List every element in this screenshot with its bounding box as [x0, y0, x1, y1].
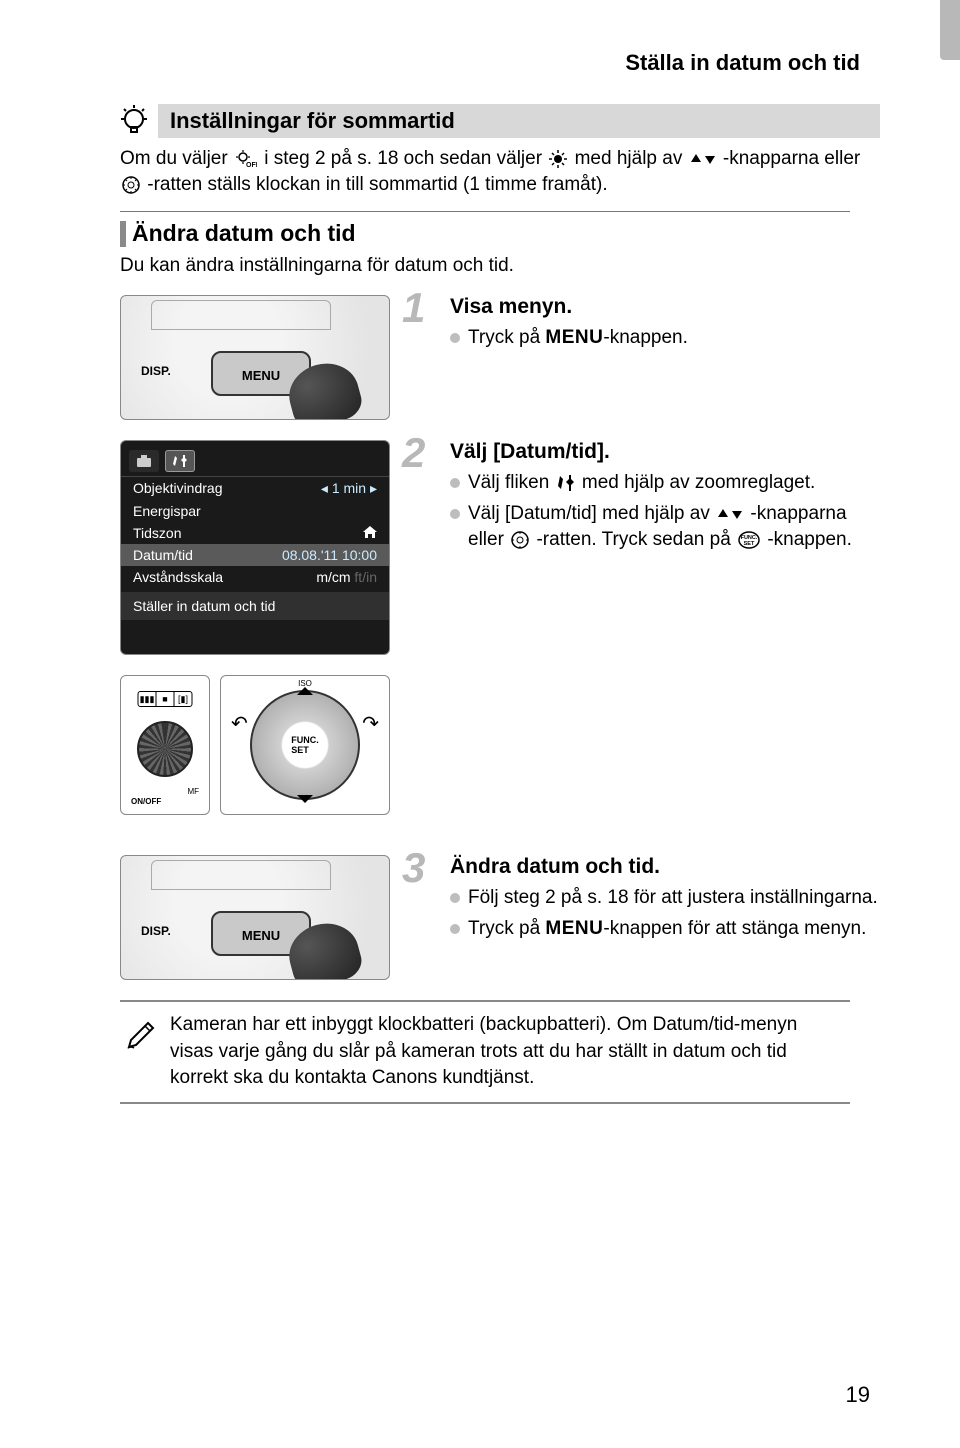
step-3-bullet-2: Tryck på MENU-knappen för att stänga men…	[450, 916, 880, 943]
bullet-icon	[450, 924, 460, 934]
note-text: Kameran har ett inbyggt klockbatteri (ba…	[170, 1014, 797, 1088]
bullet-text: Välj fliken	[468, 472, 555, 493]
bullet-text: Välj [Datum/tid] med hjälp av	[468, 503, 715, 524]
bullet-text: -ratten. Tryck sedan på	[536, 529, 736, 550]
bullet-icon	[450, 509, 460, 519]
dial-icon	[122, 176, 140, 194]
step-number-2: 2	[402, 432, 425, 474]
menu-label: MENU	[545, 327, 603, 348]
bullet-icon	[450, 478, 460, 488]
func-set-icon: FUNC.SET	[738, 531, 760, 549]
tip-text-3: med hjälp av	[575, 148, 688, 169]
tip-title: Inställningar för sommartid	[158, 104, 880, 138]
bullet-text: -knappen.	[767, 529, 852, 550]
zoom-dial-image: ▮▮▮■[▮] ON/OFF MF	[120, 675, 210, 815]
bullet-text: -knappen.	[603, 327, 688, 348]
step-1: DISP. MENU 1 Visa menyn. Tryck på MENU-k…	[120, 295, 880, 420]
subsection-bar	[120, 221, 126, 247]
home-icon	[363, 526, 377, 538]
updown-icon	[717, 507, 743, 521]
screen-row-label: Tidszon	[133, 525, 363, 541]
lightbulb-icon	[120, 105, 148, 137]
bullet-text: Följ steg 2 på s. 18 för att justera ins…	[468, 885, 878, 912]
tip-text-4: -knapparna eller	[723, 148, 860, 169]
screen-row-label: Objektivindrag	[133, 480, 321, 497]
note-box: Kameran har ett inbyggt klockbatteri (ba…	[120, 1000, 850, 1104]
subsection-header: Ändra datum och tid	[120, 220, 880, 247]
menu-label: MENU	[545, 918, 603, 939]
bullet-icon	[450, 333, 460, 343]
screen-footer: Ställer in datum och tid	[121, 592, 389, 620]
bullet-text: med hjälp av zoomreglaget.	[582, 472, 815, 493]
camera-back-image-1: DISP. MENU	[120, 295, 390, 420]
dst-off-icon: OFF	[235, 150, 257, 168]
screen-row-label: Energispar	[133, 503, 377, 519]
camera-back-image-2: DISP. MENU	[120, 855, 390, 980]
step-title-1: Visa menyn.	[450, 295, 880, 319]
bullet-text: -knappen för att stänga menyn.	[603, 918, 866, 939]
step-2-bullet-2: Välj [Datum/tid] med hjälp av -knapparna…	[450, 501, 880, 554]
step-number-3: 3	[402, 847, 425, 889]
page-header: Ställa in datum och tid	[90, 50, 880, 76]
tip-text-5: -ratten ställs klockan in till sommartid…	[147, 174, 607, 195]
step-title-3: Ändra datum och tid.	[450, 855, 880, 879]
tip-bar: Inställningar för sommartid	[120, 104, 880, 138]
svg-text:OFF: OFF	[246, 162, 257, 168]
step-2-bullet-1: Välj fliken med hjälp av zoomreglaget.	[450, 470, 880, 497]
dst-on-icon	[549, 150, 567, 168]
bullet-text: Tryck på	[468, 327, 545, 348]
step-number-1: 1	[402, 287, 425, 329]
step-3-bullet-1: Följ steg 2 på s. 18 för att justera ins…	[450, 885, 880, 912]
svg-text:SET: SET	[744, 541, 755, 547]
screen-row-label: Avståndsskala	[133, 569, 316, 585]
pencil-icon	[126, 1020, 156, 1050]
camera-screen-image: Objektivindrag◂ 1 min ▸ Energispar Tidsz…	[120, 440, 390, 655]
camera-tab-icon	[129, 450, 159, 472]
page-number: 19	[846, 1382, 870, 1408]
tip-text-1: Om du väljer	[120, 148, 233, 169]
step-1-bullet-1: Tryck på MENU-knappen.	[450, 325, 880, 352]
step-title-2: Välj [Datum/tid].	[450, 440, 880, 464]
subsection-desc: Du kan ändra inställningarna för datum o…	[120, 255, 880, 277]
screen-row-value: 08.08.'11 10:00	[282, 547, 377, 563]
step-2: Objektivindrag◂ 1 min ▸ Energispar Tidsz…	[120, 440, 880, 655]
screen-row-value: 1 min	[332, 480, 366, 496]
divider	[120, 211, 850, 212]
tip-text-2: i steg 2 på s. 18 och sedan väljer	[264, 148, 547, 169]
dial-icon	[511, 531, 529, 549]
tools-tab-icon	[165, 450, 195, 472]
dial-images-row: ▮▮▮■[▮] ON/OFF MF ISO FUNC.SET ↶ ↷	[120, 675, 880, 835]
subsection-title: Ändra datum och tid	[132, 220, 356, 247]
tools-icon	[557, 474, 575, 492]
tip-body: Om du väljer OFF i steg 2 på s. 18 och s…	[120, 146, 880, 197]
page-tab-edge	[940, 0, 960, 60]
bullet-icon	[450, 893, 460, 903]
bullet-text: Tryck på	[468, 918, 545, 939]
updown-icon	[690, 152, 716, 166]
func-dial-image: ISO FUNC.SET ↶ ↷	[220, 675, 390, 815]
screen-row-value: m/cm	[316, 569, 350, 585]
screen-row-label: Datum/tid	[133, 547, 282, 563]
step-3: DISP. MENU 3 Ändra datum och tid. Följ s…	[120, 855, 880, 980]
